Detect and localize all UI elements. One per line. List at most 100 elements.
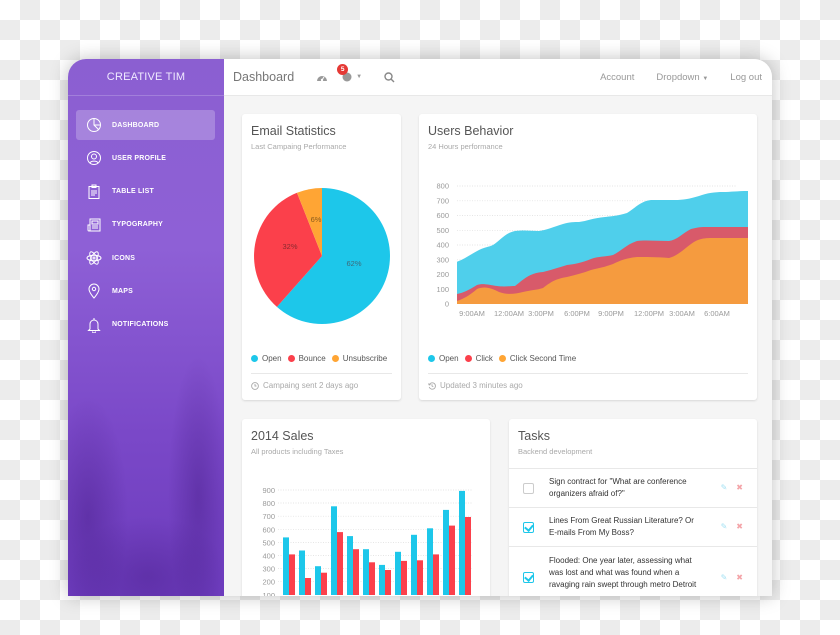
sidebar-item-table-list[interactable]: TABLE LIST	[76, 177, 215, 207]
sidebar-item-icons[interactable]: ICONS	[76, 243, 215, 273]
sidebar: CREATIVE TIM DASHBOARD USER PROFILE TABL…	[68, 59, 224, 596]
clock-icon	[251, 381, 259, 390]
close-icon[interactable]: ✖	[736, 483, 743, 492]
card-subtitle: Last Campaing Performance	[251, 142, 347, 151]
task-row: Lines From Great Russian Literature? Or …	[509, 507, 757, 546]
sidebar-background-image	[68, 296, 224, 596]
sales-bar-chart: 900 800 700 600 500 400 300 200 100	[262, 486, 472, 596]
card-footer-stats: Updated 3 minutes ago	[428, 381, 523, 390]
users-behavior-area-chart: 800 700 600 500 400 300 200 100 0	[436, 182, 748, 318]
email-chart-legend: Open Bounce Unsubscribe	[251, 354, 393, 363]
edit-icon[interactable]: ✎	[720, 483, 728, 492]
svg-text:200: 200	[262, 578, 275, 587]
brand-logo[interactable]: CREATIVE TIM	[68, 59, 224, 96]
card-title: 2014 Sales	[251, 429, 314, 443]
sidebar-item-maps[interactable]: MAPS	[76, 276, 215, 306]
card-title: Users Behavior	[428, 124, 514, 138]
svg-text:0: 0	[445, 300, 449, 309]
caret-down-icon: ▼	[356, 74, 363, 80]
sales-card: 2014 Sales All products including Taxes …	[242, 419, 490, 596]
pie-chart-icon	[76, 117, 112, 133]
svg-text:6:00PM: 6:00PM	[564, 309, 590, 318]
notification-badge: 5	[337, 64, 349, 75]
legend-label: Unsubscribe	[342, 354, 388, 363]
atom-icon	[76, 250, 112, 266]
footer-text: Updated 3 minutes ago	[440, 381, 523, 390]
task-checkbox[interactable]	[523, 482, 534, 494]
sidebar-item-user-profile[interactable]: USER PROFILE	[76, 143, 215, 173]
svg-text:500: 500	[262, 538, 275, 547]
svg-text:900: 900	[262, 486, 275, 495]
close-icon[interactable]: ✖	[736, 573, 743, 582]
bars	[283, 490, 471, 595]
legend-dot-open	[251, 355, 258, 362]
divider	[428, 373, 748, 374]
sidebar-item-label: ICONS	[112, 254, 136, 262]
sidebar-item-label: MAPS	[112, 287, 134, 295]
sidebar-item-label: USER PROFILE	[112, 154, 167, 162]
main-panel: Dashboard 5 ▼ Account Dropdown ▼ Log out…	[224, 59, 772, 596]
task-row: Sign contract for "What are conference o…	[509, 468, 757, 507]
svg-text:300: 300	[262, 565, 275, 574]
email-statistics-card: Email Statistics Last Campaing Performan…	[242, 114, 401, 400]
sidebar-item-label: NOTIFICATIONS	[112, 321, 169, 329]
card-footer-stats: Campaing sent 2 days ago	[251, 381, 358, 390]
edit-icon[interactable]: ✎	[720, 573, 728, 582]
task-text: Sign contract for "What are conference o…	[549, 477, 687, 498]
history-icon	[428, 381, 436, 390]
navbar-right-links: Account Dropdown ▼ Log out	[600, 72, 762, 83]
svg-text:700: 700	[436, 196, 449, 205]
svg-text:700: 700	[262, 512, 275, 521]
card-subtitle: Backend development	[518, 447, 593, 456]
close-icon[interactable]: ✖	[736, 522, 743, 531]
app-window: CREATIVE TIM DASHBOARD USER PROFILE TABL…	[68, 59, 772, 596]
email-pie-chart: 62% 32% 6%	[254, 188, 390, 324]
svg-text:100: 100	[436, 285, 449, 294]
y-axis-ticks: 800 700 600 500 400 300 200 100 0	[436, 182, 449, 309]
task-checkbox[interactable]	[523, 521, 534, 533]
svg-text:400: 400	[436, 241, 449, 250]
globe-icon	[342, 72, 352, 82]
dropdown-menu[interactable]: Dropdown ▼	[656, 72, 708, 83]
notifications-dropdown[interactable]: 5 ▼	[337, 64, 363, 82]
tasks-card: Tasks Backend development Sign contract …	[509, 419, 757, 596]
logout-link[interactable]: Log out	[730, 71, 762, 83]
bell-icon	[76, 317, 112, 333]
legend-dot-bounce	[287, 355, 295, 362]
page-title[interactable]: Dashboard	[233, 70, 295, 84]
top-navbar: Dashboard 5 ▼ Account Dropdown ▼ Log out	[224, 59, 772, 96]
svg-text:300: 300	[436, 255, 449, 264]
news-paper-icon	[76, 217, 112, 233]
card-title: Email Statistics	[251, 124, 336, 138]
card-title: Tasks	[518, 429, 550, 443]
footer-text: Campaing sent 2 days ago	[263, 381, 359, 390]
edit-icon[interactable]: ✎	[720, 522, 728, 531]
legend-label: Click	[475, 354, 493, 363]
svg-text:400: 400	[262, 552, 275, 561]
svg-text:600: 600	[262, 525, 275, 534]
clipboard-icon	[76, 184, 112, 200]
map-pin-icon	[76, 283, 112, 300]
gauge-icon	[317, 76, 328, 82]
sidebar-item-typography[interactable]: TYPOGRAPHY	[76, 210, 215, 240]
svg-text:3:00PM: 3:00PM	[528, 309, 554, 318]
user-icon	[76, 150, 112, 166]
legend-dot-unsubscribe	[331, 355, 339, 362]
sidebar-item-dashboard[interactable]: DASHBOARD	[76, 110, 215, 140]
svg-text:6:00AM: 6:00AM	[704, 309, 730, 318]
svg-text:100: 100	[262, 591, 275, 596]
legend-dot-click-second-time	[498, 355, 506, 362]
search-button[interactable]	[384, 71, 395, 83]
card-subtitle: All products including Taxes	[251, 447, 344, 456]
sidebar-item-notifications[interactable]: NOTIFICATIONS	[76, 310, 215, 340]
task-list: Sign contract for "What are conference o…	[509, 468, 757, 596]
task-checkbox[interactable]	[523, 572, 534, 583]
sidebar-item-label: TYPOGRAPHY	[112, 221, 164, 229]
y-axis-ticks: 900 800 700 600 500 400 300 200 100	[262, 486, 275, 596]
dashboard-gauge-button[interactable]	[316, 72, 328, 82]
legend-label: Open	[439, 354, 459, 363]
divider	[251, 373, 392, 374]
slice-label-open: 62%	[346, 259, 361, 268]
account-link[interactable]: Account	[600, 71, 635, 83]
dropdown-label: Dropdown	[656, 71, 700, 83]
